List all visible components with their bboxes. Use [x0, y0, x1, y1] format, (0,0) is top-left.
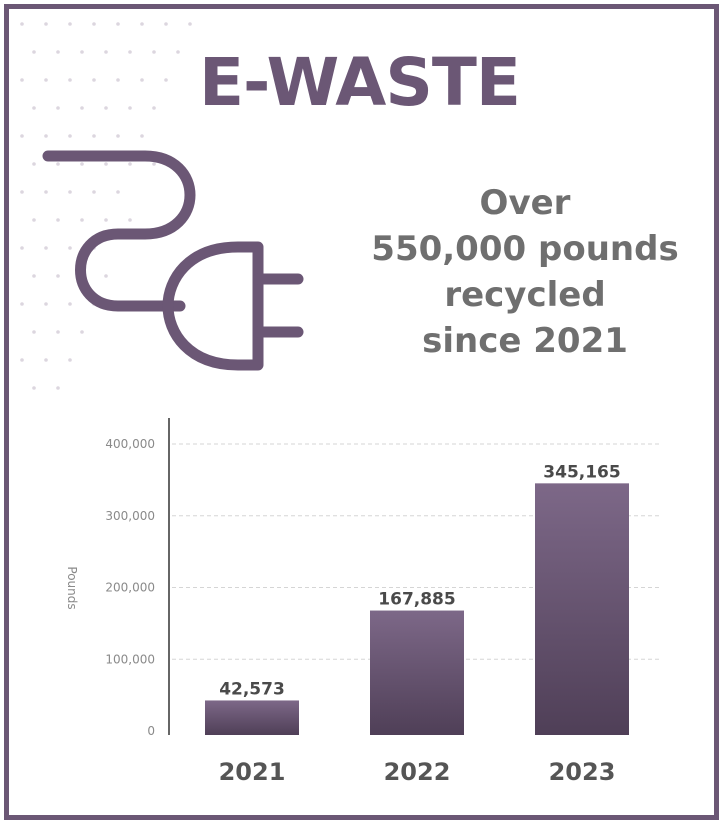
dot [68, 246, 72, 250]
dot [152, 162, 156, 166]
x-tick-label-2023: 2023 [549, 758, 616, 786]
dot [104, 50, 108, 54]
page-title: E-WASTE [198, 44, 521, 121]
dot [92, 22, 96, 26]
dot [20, 190, 24, 194]
dot [32, 274, 36, 278]
dot [32, 330, 36, 334]
dot [20, 78, 24, 82]
data-label-2023: 345,165 [543, 462, 620, 482]
dot [128, 218, 132, 222]
tagline-line-4: since 2021 [422, 321, 628, 361]
x-tick-label-2022: 2022 [384, 758, 451, 786]
dot [116, 78, 120, 82]
dot [20, 358, 24, 362]
dot [80, 106, 84, 110]
dot [56, 218, 60, 222]
dot [44, 246, 48, 250]
dot [128, 106, 132, 110]
data-label-2022: 167,885 [378, 590, 455, 610]
dot [56, 50, 60, 54]
dot [152, 50, 156, 54]
dot [20, 246, 24, 250]
dot [44, 358, 48, 362]
dot [128, 162, 132, 166]
dot [44, 134, 48, 138]
dot [80, 162, 84, 166]
dot [32, 162, 36, 166]
dot [92, 78, 96, 82]
y-axis-label: Pounds [65, 566, 79, 609]
dot [104, 274, 108, 278]
dot [140, 22, 144, 26]
dot [188, 22, 192, 26]
dot [56, 330, 60, 334]
dot [44, 22, 48, 26]
dot [116, 22, 120, 26]
bar-2023 [535, 483, 629, 735]
dot [80, 330, 84, 334]
dot-pattern [20, 22, 192, 390]
tagline-line-1: Over [479, 183, 571, 223]
x-tick-label-2021: 2021 [219, 758, 286, 786]
dot [128, 50, 132, 54]
y-tick-label: 0 [147, 724, 155, 738]
dot [32, 50, 36, 54]
dot [20, 22, 24, 26]
y-tick-label: 200,000 [105, 581, 155, 595]
dot [152, 106, 156, 110]
dot [20, 302, 24, 306]
dot [32, 386, 36, 390]
y-tick-label: 400,000 [105, 437, 155, 451]
dot [164, 78, 168, 82]
dot [116, 134, 120, 138]
data-label-2021: 42,573 [219, 679, 285, 699]
dot [104, 162, 108, 166]
dot [44, 190, 48, 194]
dot [32, 218, 36, 222]
dot [68, 22, 72, 26]
dot [32, 106, 36, 110]
dot [140, 134, 144, 138]
dot [164, 22, 168, 26]
dot [176, 50, 180, 54]
dot [44, 302, 48, 306]
y-tick-label: 300,000 [105, 509, 155, 523]
tagline: Over 550,000 pounds recycled since 2021 [340, 180, 710, 364]
dot [56, 162, 60, 166]
dot [92, 134, 96, 138]
dot [116, 190, 120, 194]
dot [44, 78, 48, 82]
dot [92, 190, 96, 194]
dot [56, 106, 60, 110]
dot [20, 134, 24, 138]
dot [56, 274, 60, 278]
dot [68, 190, 72, 194]
dot [68, 358, 72, 362]
dot [68, 78, 72, 82]
tagline-line-3: recycled [444, 275, 606, 315]
bar-2022 [370, 610, 464, 735]
dot [80, 50, 84, 54]
dot [140, 78, 144, 82]
dot [68, 134, 72, 138]
dot [56, 386, 60, 390]
dot [80, 218, 84, 222]
tagline-line-2: 550,000 pounds [371, 229, 679, 269]
dot [68, 302, 72, 306]
plug-icon [42, 150, 304, 371]
y-tick-label: 100,000 [105, 652, 155, 666]
dot [104, 106, 108, 110]
dot [104, 218, 108, 222]
bar-2021 [205, 700, 299, 735]
